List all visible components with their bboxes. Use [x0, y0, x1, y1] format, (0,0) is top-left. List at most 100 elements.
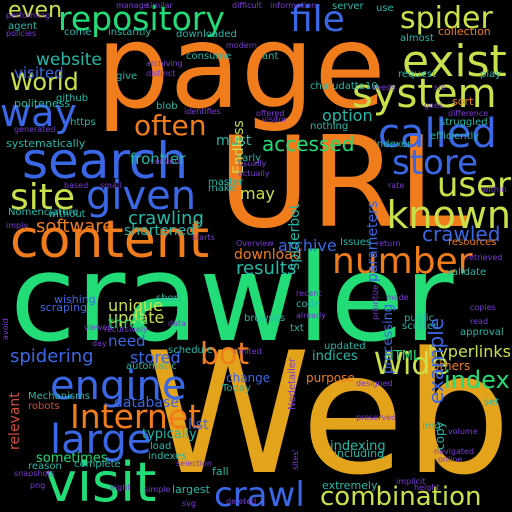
word-nedetailer: deleted: [226, 497, 257, 506]
word-spiderbot: spiderbot: [287, 203, 303, 270]
word-including: including: [334, 447, 385, 460]
word-actually: actually: [238, 169, 270, 178]
word-charudatta10: charudatta10: [310, 81, 378, 92]
word-bot: bot: [200, 337, 250, 372]
word-without: without: [48, 209, 86, 220]
word-return: return: [376, 239, 401, 248]
word-functionality: avoid: [1, 318, 10, 340]
word-reason: reason: [28, 461, 62, 472]
word-complete: complete: [74, 459, 121, 470]
word-archiving: sites': [291, 449, 300, 470]
word-starts: starts: [192, 233, 215, 242]
word-repository: repository: [58, 0, 225, 38]
word-largest: largest: [172, 483, 210, 496]
word-accessed: accessed: [262, 132, 355, 156]
word-offered: offered: [256, 109, 285, 118]
word-struggled: struggled: [440, 117, 488, 128]
word-height: height: [414, 483, 440, 492]
word-png: png: [30, 481, 46, 490]
word-made: made: [386, 293, 409, 302]
word-page: page: [96, 0, 386, 135]
word-use: use: [376, 3, 394, 14]
word-system: system: [352, 71, 497, 117]
word-systematically: systematically: [6, 137, 86, 150]
word-issues: Issues: [340, 237, 372, 248]
word-unique: unique: [108, 296, 163, 315]
word-make: make: [208, 183, 236, 194]
word-designed: designed: [356, 379, 393, 388]
word-sites: Nedetailer: [287, 357, 298, 410]
word-resources: resources: [448, 237, 497, 248]
word-relevant: relevant: [7, 392, 23, 450]
word-public: public: [404, 313, 435, 324]
word-img: img: [422, 421, 441, 432]
word-purpose: purpose: [306, 371, 355, 385]
word-visit: visit: [45, 451, 157, 512]
word-nomenclature: Nomenclature: [8, 207, 79, 218]
word-need: need: [108, 332, 146, 350]
word-schedule: schedule: [168, 345, 213, 356]
word-crawled: crawled: [422, 222, 501, 246]
word-update: update: [108, 308, 165, 327]
word-blob: blob: [156, 101, 178, 112]
word-indexer: indexer: [374, 139, 412, 150]
word-index: index: [444, 366, 510, 394]
word-preserved: preserved: [356, 413, 397, 422]
word-code: code: [296, 299, 321, 310]
word-store: store: [392, 143, 478, 183]
word-seeds: seeds: [372, 83, 396, 92]
word-approval: approval: [460, 327, 504, 338]
word-spider: spider: [400, 1, 493, 36]
word-early: early: [236, 153, 262, 164]
word-retrieved: retrieved: [466, 253, 503, 262]
word-known: known: [386, 193, 511, 237]
word-example: example: [424, 317, 448, 404]
word-master: master: [208, 177, 244, 188]
word-hyperlinks: hyperlinks: [428, 342, 511, 361]
word-way: way: [0, 91, 77, 135]
word-already: already: [296, 311, 326, 320]
word-indices: indices: [312, 349, 358, 364]
word-limited: limited: [234, 347, 262, 356]
word-navigated: navigated: [434, 447, 475, 456]
word-modern: modern: [226, 41, 257, 50]
word-volume: volume: [448, 427, 478, 436]
word-difficult: difficult: [232, 1, 262, 10]
word-manage: manage: [116, 1, 149, 10]
word-world: World: [10, 68, 79, 96]
word-web: Web: [144, 316, 511, 512]
word-number: number: [332, 241, 473, 282]
word-difference: difference: [448, 109, 489, 118]
word-site: site: [10, 177, 76, 218]
word-indexing: indexing: [330, 439, 386, 454]
word-recent: recent: [296, 289, 322, 298]
word-may: may: [240, 184, 275, 203]
word-fall: fall: [212, 465, 229, 478]
word-agent: agent: [8, 21, 37, 32]
word-list: list: [188, 417, 209, 433]
word-search: search: [22, 132, 189, 190]
word-information: information: [270, 1, 317, 10]
word-visited: visited: [14, 64, 64, 82]
word-selection: selection: [176, 459, 212, 468]
word-archive: archive: [278, 236, 337, 255]
word-user: user: [436, 165, 511, 205]
word-set: set: [484, 397, 500, 408]
word-give: give: [116, 71, 138, 82]
word-src: src: [434, 83, 446, 92]
word-visitor: visitor: [262, 115, 287, 124]
word-validate: validate: [446, 267, 487, 278]
word-policies: policies: [6, 29, 37, 38]
word-browses: browses: [244, 313, 286, 324]
word-efficiently: efficiently: [430, 131, 480, 142]
word-frontier: frontier: [130, 150, 186, 168]
word-spidering: spidering: [10, 346, 94, 367]
word-play: play: [480, 69, 502, 80]
word-implicit: implicit: [396, 477, 426, 486]
word-day: day: [92, 339, 107, 348]
word-performing: performing: [6, 11, 51, 20]
word-years: generated: [14, 125, 56, 134]
word-must: must: [216, 133, 252, 149]
word-version: version: [150, 157, 180, 166]
word-goes: goes: [424, 101, 444, 110]
